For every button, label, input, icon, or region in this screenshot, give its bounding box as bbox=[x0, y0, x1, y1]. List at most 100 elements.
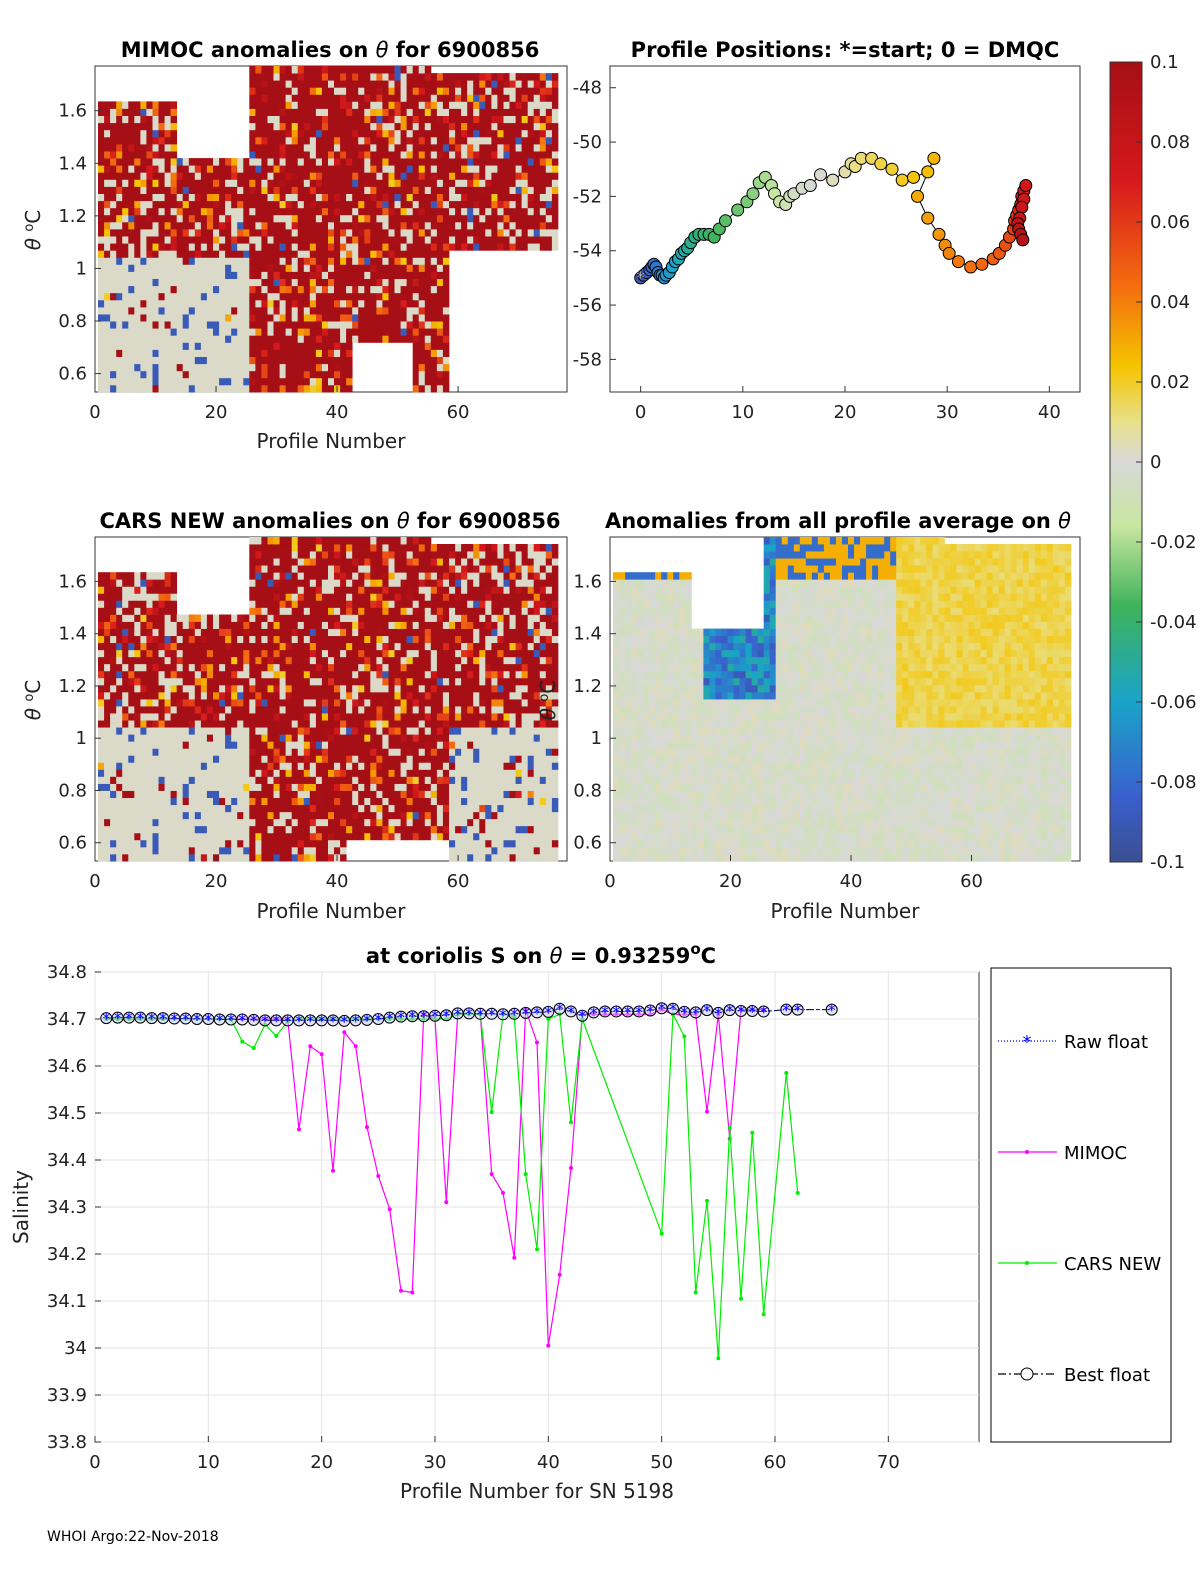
heatmap-cell bbox=[303, 314, 311, 322]
heatmap-cell bbox=[436, 236, 444, 244]
heatmap-cell bbox=[285, 214, 293, 223]
heatmap-cell bbox=[164, 108, 172, 116]
heatmap-cell bbox=[430, 144, 438, 152]
heatmap-cell bbox=[243, 776, 250, 784]
heatmap-cell bbox=[364, 769, 371, 777]
heatmap-cell bbox=[297, 129, 305, 138]
heatmap-cell bbox=[243, 663, 250, 672]
heatmap-cell bbox=[352, 165, 359, 173]
heatmap-cell bbox=[315, 229, 323, 237]
heatmap-cell bbox=[231, 846, 238, 855]
heatmap-cell bbox=[158, 363, 165, 372]
heatmap-cell bbox=[424, 285, 432, 294]
heatmap-cell bbox=[255, 762, 262, 770]
heatmap-cell bbox=[200, 621, 208, 629]
heatmap-cell bbox=[188, 285, 196, 294]
heatmap-cell bbox=[158, 221, 165, 230]
heatmap-cell bbox=[279, 94, 287, 102]
heatmap-cell bbox=[376, 321, 383, 329]
heatmap-cell bbox=[382, 136, 389, 145]
heatmap-cell bbox=[237, 285, 244, 294]
heatmap-cell bbox=[219, 285, 226, 294]
heatmap-cell bbox=[551, 179, 559, 187]
heatmap-cell bbox=[255, 179, 262, 187]
heatmap-cell bbox=[497, 122, 504, 131]
heatmap-cell bbox=[104, 825, 111, 834]
heatmap-cell bbox=[273, 384, 280, 393]
heatmap-cell bbox=[279, 370, 287, 379]
heatmap-cell bbox=[479, 144, 486, 152]
heatmap-cell bbox=[321, 356, 329, 365]
heatmap-cell bbox=[146, 677, 153, 686]
heatmap-cell bbox=[128, 804, 135, 813]
heatmap-cell bbox=[364, 642, 371, 651]
heatmap-cell bbox=[273, 600, 280, 608]
heatmap-cell bbox=[303, 649, 311, 658]
heatmap-cell bbox=[110, 108, 117, 116]
heatmap-cell bbox=[358, 600, 365, 608]
heatmap-cell bbox=[503, 207, 510, 216]
heatmap-cell bbox=[321, 151, 329, 159]
heatmap-cell bbox=[340, 342, 347, 350]
heatmap-cell bbox=[424, 151, 432, 159]
profile-position-point bbox=[911, 189, 924, 203]
heatmap-cell bbox=[291, 257, 299, 265]
heatmap-cell bbox=[206, 314, 214, 322]
heatmap-cell bbox=[188, 839, 196, 848]
heatmap-cell bbox=[364, 271, 371, 279]
heatmap-cell bbox=[110, 748, 117, 756]
heatmap-cell bbox=[219, 741, 226, 749]
heatmap-cell bbox=[188, 692, 196, 700]
heatmap-cell bbox=[116, 292, 123, 301]
heatmap-cell bbox=[285, 349, 293, 357]
heatmap-cell bbox=[321, 804, 329, 813]
heatmap-cell bbox=[358, 271, 365, 279]
heatmap-cell bbox=[334, 727, 341, 735]
heatmap-cell bbox=[533, 236, 541, 244]
heatmap-cell bbox=[213, 278, 220, 287]
heatmap-cell bbox=[110, 607, 117, 615]
heatmap-cell bbox=[164, 614, 172, 622]
heatmap-cell bbox=[194, 776, 202, 784]
heatmap-cell bbox=[146, 769, 153, 777]
heatmap-cell bbox=[128, 370, 135, 379]
heatmap-cell bbox=[479, 172, 486, 180]
heatmap-cell bbox=[291, 370, 299, 379]
heatmap-cell bbox=[370, 790, 377, 799]
heatmap-cell bbox=[412, 179, 420, 187]
heatmap-cell bbox=[255, 144, 262, 152]
heatmap-cell bbox=[158, 285, 165, 294]
heatmap-cell bbox=[545, 193, 553, 202]
heatmap-cell bbox=[200, 748, 208, 756]
heatmap-cell bbox=[497, 214, 504, 223]
heatmap-cell bbox=[497, 129, 504, 138]
heatmap-cell bbox=[146, 797, 153, 806]
heatmap-cell bbox=[291, 593, 299, 601]
heatmap-cell bbox=[297, 101, 305, 109]
heatmap-cell bbox=[309, 621, 317, 629]
heatmap-cell bbox=[176, 684, 184, 693]
heatmap-cell bbox=[412, 250, 420, 258]
heatmap-cell bbox=[545, 101, 553, 109]
heatmap-cell bbox=[315, 363, 323, 372]
heatmap-cell bbox=[104, 179, 111, 187]
heatmap-cell bbox=[328, 87, 335, 95]
heatmap-cell bbox=[261, 151, 268, 159]
heatmap-cell bbox=[194, 811, 202, 820]
heatmap-cell bbox=[134, 321, 141, 329]
heatmap-cell bbox=[146, 193, 153, 202]
heatmap-cell bbox=[176, 628, 184, 637]
heatmap-cell bbox=[110, 593, 117, 601]
heatmap-cell bbox=[267, 769, 274, 777]
heatmap-cell bbox=[364, 257, 371, 265]
heatmap-cell bbox=[285, 846, 293, 855]
heatmap-cell bbox=[116, 278, 123, 287]
heatmap-cell bbox=[188, 706, 196, 714]
heatmap-cell bbox=[315, 250, 323, 258]
heatmap-cell bbox=[146, 186, 153, 194]
heatmap-cell bbox=[352, 172, 359, 180]
heatmap-cell bbox=[406, 285, 414, 294]
heatmap-cell bbox=[370, 797, 377, 806]
heatmap-cell bbox=[164, 706, 172, 714]
heatmap-cell bbox=[364, 656, 371, 665]
